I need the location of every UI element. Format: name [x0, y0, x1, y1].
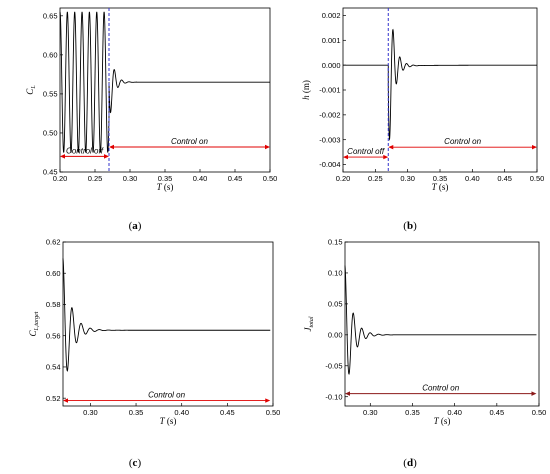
y-tick-label-d: 0.00: [328, 330, 343, 339]
y-axis-label-d: Jtotal: [303, 316, 315, 331]
signal-curve-a: [59, 11, 270, 153]
x-tick-label-c: 0.30: [83, 408, 98, 417]
plot-frame-d: [344, 241, 540, 407]
control-off-arrow-a-head-left: [60, 154, 65, 159]
x-tick-label-d: 0.35: [405, 408, 420, 417]
panel-label-a: (a): [129, 220, 142, 232]
y-tick-label-d: 0.10: [328, 269, 343, 278]
y-tick-label-b: -0.002: [319, 110, 340, 119]
y-tick-label-b: 0.000: [322, 61, 341, 70]
control-on-arrow-d-head-right: [531, 391, 537, 396]
x-tick-label-a: 0.50: [263, 174, 278, 183]
x-axis-label-b: T (s): [432, 182, 449, 192]
signal-curve-b: [343, 28, 537, 141]
x-tick-label-b: 0.45: [497, 174, 512, 183]
y-tick-label-a: 0.45: [43, 168, 58, 177]
y-tick-label-a: 0.60: [43, 50, 58, 59]
x-tick-label-a: 0.20: [53, 174, 68, 183]
x-tick-label-a: 0.40: [193, 174, 208, 183]
control-off-arrow-a-head-right: [104, 154, 109, 159]
y-tick-label-c: 0.60: [46, 269, 61, 278]
y-tick-label-b: 0.001: [322, 36, 341, 45]
y-axis-label-b: h (m): [301, 80, 311, 100]
signal-curve-d: [344, 265, 537, 376]
control-off-arrow-b-head-left: [343, 154, 348, 160]
control-on-arrow-b-head-right: [532, 144, 537, 150]
control-on-arrow-b-head-left: [388, 144, 394, 150]
x-tick-label-b: 0.35: [433, 174, 448, 183]
x-tick-label-b: 0.25: [368, 174, 383, 183]
x-tick-label-d: 0.30: [363, 408, 378, 417]
y-tick-label-d: 0.05: [328, 299, 343, 308]
y-axis-label-a: CL: [25, 85, 37, 95]
control-on-label-d: Control on: [422, 384, 459, 393]
x-tick-label-c: 0.40: [174, 408, 189, 417]
control-on-arrow-d-head-left: [345, 391, 350, 396]
panel-label-d: (d): [403, 457, 417, 469]
control-off-label-a: Control off: [66, 146, 104, 155]
x-axis-label-d: T (s): [434, 416, 451, 426]
y-tick-label-b: -0.003: [319, 135, 340, 144]
y-tick-label-a: 0.55: [43, 90, 58, 99]
x-tick-label-d: 0.50: [532, 408, 547, 417]
x-tick-label-a: 0.25: [88, 174, 103, 183]
control-off-arrow-b-head-right: [383, 154, 389, 160]
x-tick-label-b: 0.20: [336, 174, 351, 183]
y-tick-label-a: 0.50: [43, 129, 58, 138]
x-tick-label-a: 0.30: [123, 174, 138, 183]
control-on-label-c: Control on: [148, 391, 185, 400]
control-on-arrow-c-head-left: [63, 398, 68, 403]
panel-b: 0.20 0.25 0.30 0.35 0.40 0.45 0.50 -0.004 -0.003…: [301, 7, 545, 232]
x-tick-label-c: 0.45: [220, 408, 235, 417]
x-tick-label-d: 0.45: [490, 408, 505, 417]
y-tick-label-d: -0.05: [325, 361, 342, 370]
panel-label-c: (c): [129, 457, 142, 469]
y-tick-label-b: 0.002: [322, 11, 341, 20]
y-tick-label-c: 0.54: [46, 363, 61, 372]
panel-label-b: (b): [403, 220, 417, 232]
signal-curve-c: [62, 258, 271, 372]
y-tick-label-c: 0.52: [46, 394, 61, 403]
x-tick-label-a: 0.35: [158, 174, 173, 183]
x-tick-label-b: 0.30: [400, 174, 415, 183]
y-tick-label-b: -0.004: [319, 160, 340, 169]
x-tick-label-c: 0.50: [266, 408, 281, 417]
control-on-arrow-c-head-right: [265, 398, 271, 403]
x-tick-label-c: 0.35: [129, 408, 144, 417]
panel-d: 0.30 0.35 0.40 0.45 0.50 -0.10 -0.05 0.00 0.05 0.…: [303, 238, 546, 469]
y-tick-label-d: -0.10: [325, 392, 342, 401]
control-on-label-a: Control on: [171, 137, 208, 146]
panel-c: 0.30 0.35 0.40 0.45 0.50 0.52 0.54 0.56 0.58 0.60…: [28, 238, 280, 469]
control-on-arrow-a-head-left: [109, 144, 114, 150]
x-tick-label-b: 0.40: [465, 174, 480, 183]
y-tick-label-c: 0.58: [46, 300, 61, 309]
control-off-label-b: Control off: [347, 147, 385, 156]
panel-a: 0.20 0.25 0.30 0.35 0.40 0.45 0.50 0.45 0.50 0.55…: [25, 7, 278, 232]
x-tick-label-d: 0.40: [447, 408, 462, 417]
x-tick-label-b: 0.50: [530, 174, 545, 183]
x-axis-label-a: T (s): [157, 182, 174, 192]
x-axis-label-c: T (s): [160, 416, 177, 426]
y-tick-label-a: 0.65: [43, 11, 58, 20]
y-tick-label-b: -0.001: [319, 86, 340, 95]
control-on-arrow-a-head-right: [265, 144, 270, 150]
plot-frame-c: [62, 241, 274, 407]
y-tick-label-c: 0.62: [46, 238, 61, 247]
control-on-label-b: Control on: [444, 137, 481, 146]
y-tick-label-c: 0.56: [46, 331, 61, 340]
y-axis-label-c: CL,target: [28, 311, 40, 336]
x-tick-label-a: 0.45: [228, 174, 243, 183]
y-tick-label-d: 0.15: [328, 238, 343, 247]
